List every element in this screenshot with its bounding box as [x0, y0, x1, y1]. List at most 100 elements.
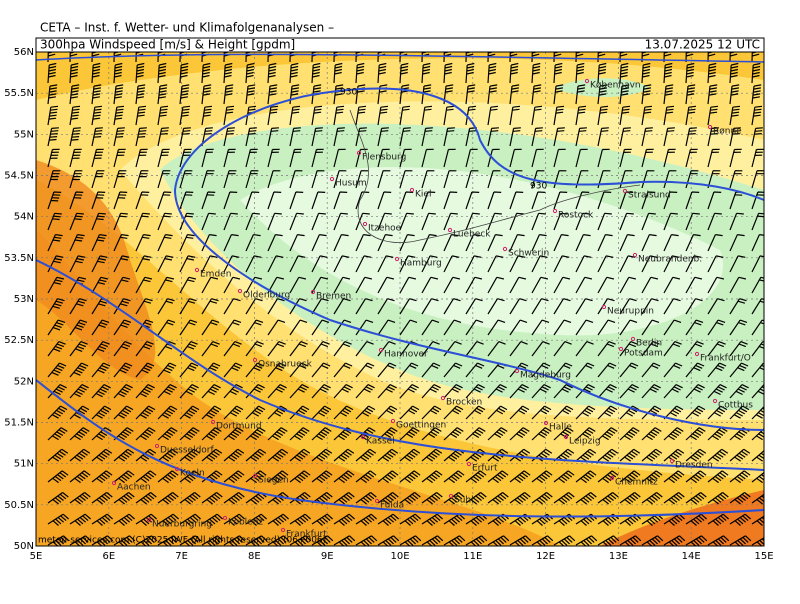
wind-barb — [421, 298, 439, 315]
wind-barb — [729, 298, 747, 315]
city-label: Koeln — [180, 469, 205, 479]
wind-barb — [223, 362, 243, 378]
wind-barb — [751, 341, 764, 357]
wind-barb — [729, 234, 745, 252]
wind-barb — [751, 148, 764, 168]
city-label: Cottbus — [718, 401, 753, 411]
wind-barb — [597, 255, 614, 273]
city-label: København — [590, 81, 641, 91]
wind-barb — [289, 255, 306, 273]
wind-barb — [135, 492, 157, 505]
wind-barb — [663, 276, 681, 294]
y-tick-label: 55N — [14, 129, 34, 140]
city-marker — [669, 458, 675, 464]
wind-barb — [289, 362, 309, 378]
wind-barb — [575, 535, 598, 546]
city-marker — [466, 461, 472, 467]
wind-barb — [135, 84, 146, 105]
wind-barb — [685, 405, 706, 420]
wind-barb — [729, 513, 751, 526]
wind-barb — [333, 52, 342, 63]
wind-barb — [157, 52, 166, 63]
wind-barb — [245, 319, 264, 336]
wind-barb — [355, 319, 374, 336]
wind-barb — [91, 105, 103, 126]
wind-barb — [47, 492, 69, 505]
wind-barb — [597, 127, 609, 147]
wind-barb — [751, 537, 764, 546]
wind-barb — [113, 105, 125, 126]
wind-barb — [685, 84, 696, 105]
wind-barb — [135, 170, 149, 189]
wind-barb — [333, 148, 346, 168]
wind-barb — [157, 105, 169, 126]
wind-barb — [377, 212, 392, 231]
wind-barb — [135, 298, 153, 315]
wind-barb — [245, 362, 265, 378]
wind-barb — [751, 276, 764, 294]
wind-barb — [201, 384, 221, 399]
valid-time: 13.07.2025 12 UTC — [645, 38, 760, 52]
wind-barb — [729, 276, 747, 294]
wind-barb — [267, 62, 277, 84]
wind-barb — [421, 127, 433, 147]
wind-barb — [113, 341, 132, 357]
wind-barb — [531, 52, 540, 63]
wind-barb — [641, 298, 659, 315]
wind-barb — [553, 191, 568, 210]
wind-barb — [707, 105, 719, 126]
wind-barb — [751, 105, 763, 126]
wind-barb — [113, 255, 130, 273]
wind-barb — [377, 191, 392, 210]
wind-barb — [333, 298, 351, 315]
wind-barb — [399, 427, 420, 441]
wind-barb — [509, 105, 521, 126]
wind-barb — [421, 62, 431, 84]
wind-barb — [399, 384, 419, 399]
wind-barb — [663, 234, 679, 252]
wind-barb — [245, 513, 267, 526]
wind-barb — [707, 276, 725, 294]
wind-barb — [575, 84, 586, 105]
wind-barb — [619, 52, 628, 63]
wind-barb — [487, 62, 497, 84]
wind-barb — [289, 148, 302, 168]
wind-barb — [69, 148, 82, 168]
wind-barb — [619, 191, 634, 210]
wind-barb — [47, 62, 57, 84]
wind-barb — [707, 191, 722, 210]
wind-barb — [355, 298, 373, 315]
wind-barb — [113, 492, 135, 505]
wind-barb — [113, 513, 135, 526]
wind-barb — [465, 384, 485, 399]
wind-barb — [421, 212, 436, 231]
wind-barb — [267, 341, 286, 357]
x-tick-label: 7E — [175, 551, 188, 562]
x-tick-label: 10E — [390, 551, 409, 562]
wind-barb — [333, 212, 348, 231]
x-tick-label: 9E — [321, 551, 334, 562]
wind-barb — [355, 191, 370, 210]
wind-barb — [91, 362, 111, 378]
wind-barb — [377, 52, 386, 63]
y-tick-label: 51.5N — [4, 418, 34, 429]
wind-barb — [333, 191, 348, 210]
wind-barb — [113, 470, 135, 484]
wind-barb — [641, 62, 651, 84]
city-label: Halle — [549, 423, 572, 433]
wind-barb — [685, 427, 706, 441]
wind-barb — [311, 427, 332, 441]
wind-barb — [729, 535, 752, 546]
wind-barb — [135, 234, 151, 252]
wind-barb — [421, 535, 444, 546]
city-marker — [514, 368, 520, 374]
wind-barb — [47, 234, 63, 252]
wind-barb — [157, 362, 177, 378]
wind-barb — [619, 384, 639, 399]
wind-barb — [355, 341, 374, 357]
y-tick-label: 51N — [14, 459, 34, 470]
speed-band — [240, 167, 724, 336]
wind-barb — [531, 448, 553, 462]
wind-barb — [179, 191, 194, 210]
wind-barb — [509, 234, 525, 252]
